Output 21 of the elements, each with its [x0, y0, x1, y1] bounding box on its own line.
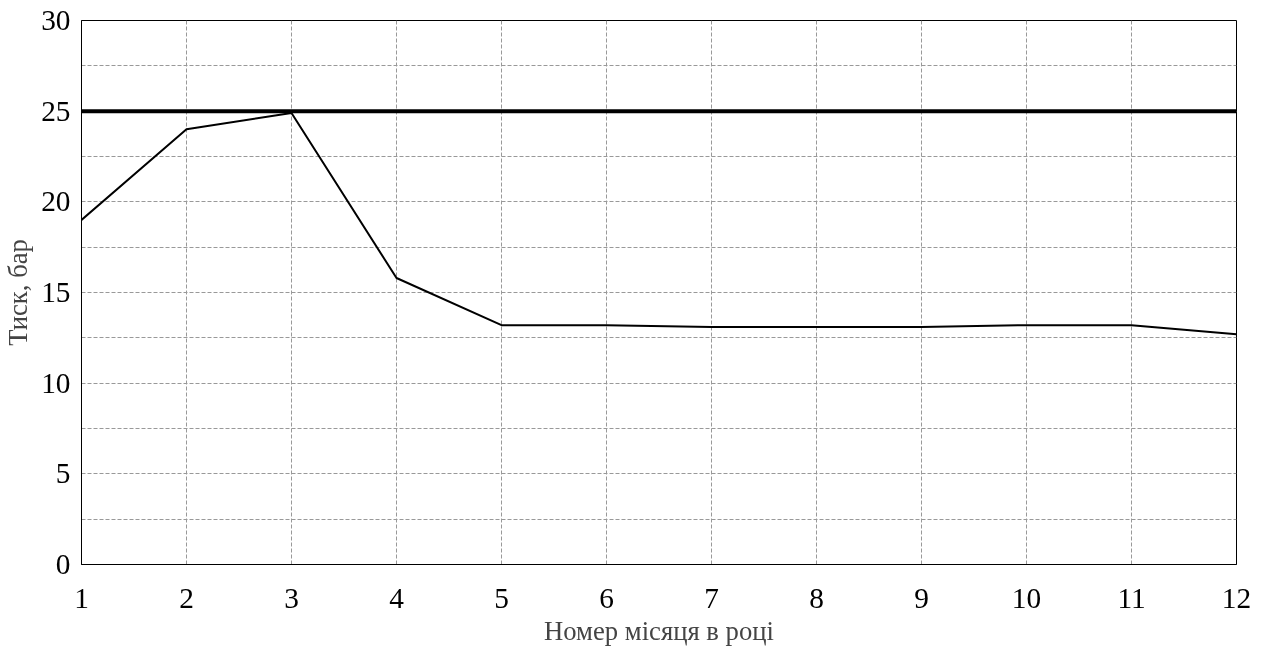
- x-tick-label: 4: [389, 581, 405, 614]
- y-tick-label: 30: [41, 4, 71, 36]
- x-tick-label: 12: [1221, 581, 1252, 614]
- x-axis-title: Номер місяця в році: [544, 615, 774, 646]
- x-tick-label: 2: [179, 581, 194, 614]
- x-tick-label: 6: [599, 581, 614, 614]
- x-tick-label: 11: [1117, 581, 1146, 614]
- x-tick-label: 7: [704, 581, 719, 614]
- y-tick-label: 5: [55, 457, 71, 490]
- y-tick-label: 15: [41, 276, 71, 308]
- x-tick-label: 5: [494, 581, 509, 614]
- y-axis-title: Тиск, бар: [3, 239, 34, 346]
- x-tick-label: 1: [74, 581, 89, 614]
- y-tick-label: 10: [41, 366, 71, 399]
- y-tick-label: 25: [41, 94, 71, 127]
- x-tick-label: 3: [284, 581, 299, 614]
- y-tick-label: 20: [41, 185, 71, 218]
- y-tick-label: 0: [55, 548, 71, 580]
- x-tick-label: 10: [1011, 581, 1042, 614]
- x-tick-label: 8: [809, 581, 824, 614]
- x-tick-label: 9: [914, 581, 929, 614]
